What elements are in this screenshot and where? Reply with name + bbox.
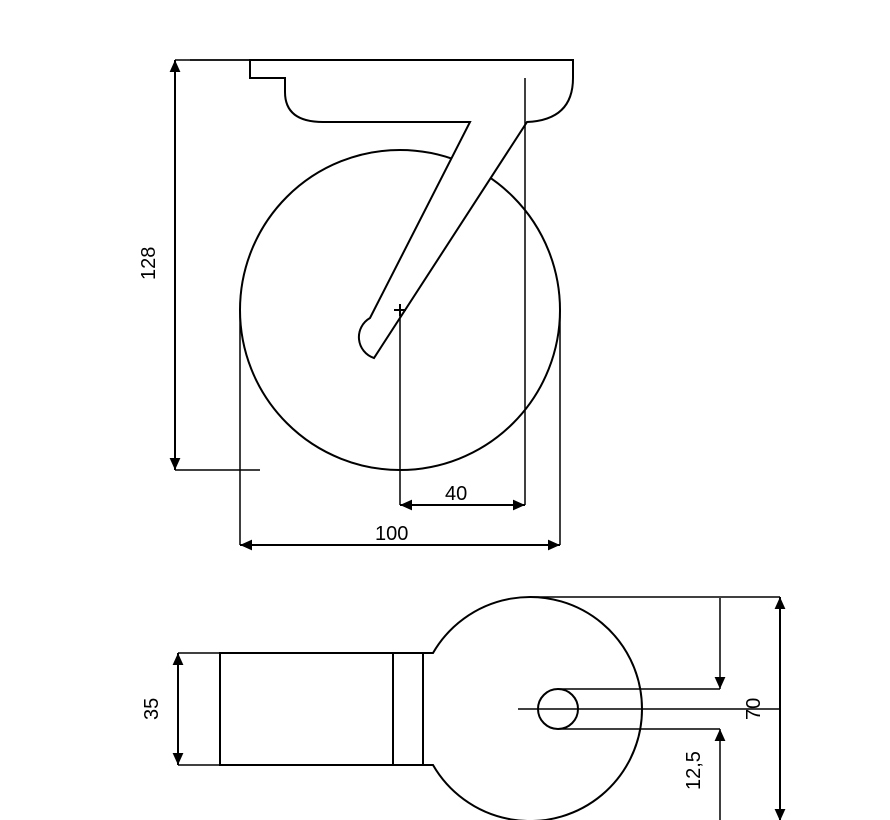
technical-drawing [220, 60, 642, 820]
dimension-label: 12,5 [683, 751, 705, 790]
dimension-label: 35 [141, 698, 163, 720]
side-view [240, 60, 573, 470]
dimension-label: 70 [743, 698, 765, 720]
dimension-label: 100 [375, 523, 408, 545]
dimension-label: 128 [138, 247, 160, 280]
dimension-label: 40 [445, 483, 467, 505]
